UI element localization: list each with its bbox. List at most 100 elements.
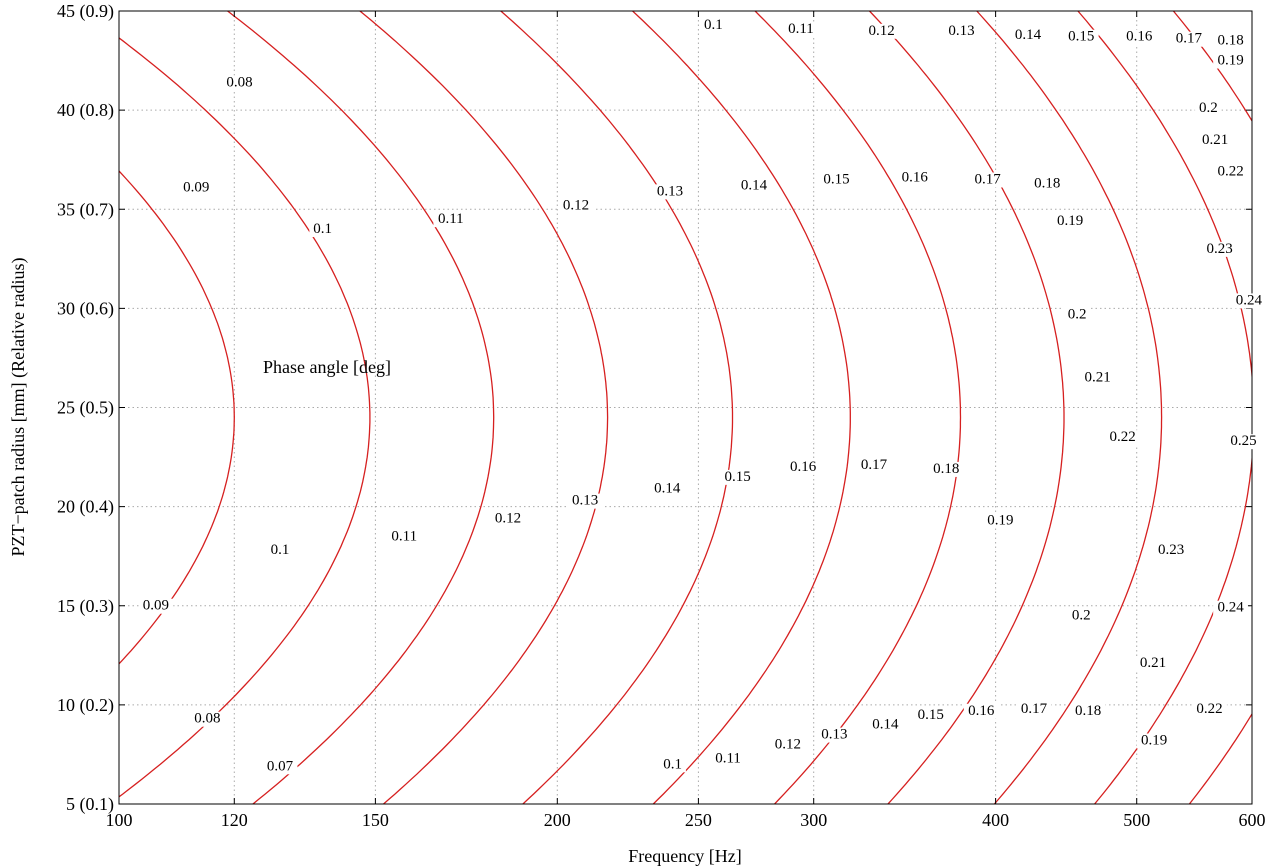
contour-label-bg [1231, 293, 1267, 309]
contour-label-bg [1192, 701, 1227, 717]
contour-label-bg [1016, 701, 1052, 717]
contour-label-bg [1029, 176, 1065, 192]
contour-label: 0.23 [1158, 542, 1184, 558]
x-axis-label: Frequency [Hz] [628, 846, 741, 866]
contour-label-bg [1063, 29, 1099, 45]
contour-label-bg [1195, 101, 1222, 117]
contour-line-0.11 [119, 37, 371, 798]
contour-label-bg [1070, 703, 1106, 719]
y-tick-label: 10 (0.2) [57, 695, 114, 716]
contour-label: 0.08 [226, 74, 252, 90]
contour-label-bg [1197, 132, 1233, 148]
contour-label: 0.22 [1196, 701, 1222, 717]
contour-label-bg [266, 543, 294, 559]
contour-label: 0.16 [968, 703, 995, 719]
contour-label-bg [928, 461, 964, 477]
contour-label-bg [864, 23, 899, 39]
contour-label-bg [700, 17, 727, 33]
contour-label-bg [178, 180, 214, 196]
y-tick-label: 45 (0.9) [57, 1, 114, 22]
contour-label: 0.1 [271, 542, 290, 558]
contour-label: 0.21 [1084, 370, 1110, 386]
contour-label-bg [856, 457, 892, 473]
contour-label: 0.1 [313, 221, 332, 237]
contour-label: 0.2 [1068, 306, 1087, 322]
y-tick-label: 20 (0.4) [57, 497, 114, 518]
contour-label: 0.13 [657, 183, 683, 199]
contour-label-bg [1136, 733, 1172, 749]
contour-label: 0.15 [725, 469, 751, 485]
contour-label: 0.18 [1217, 33, 1243, 49]
contour-label: 0.2 [1072, 608, 1091, 624]
contour-label: 0.09 [183, 179, 209, 195]
contour-label: 0.12 [868, 23, 894, 39]
contour-label-bg [1105, 430, 1141, 446]
contour-label-bg [770, 737, 806, 753]
contour-label-bg [138, 598, 174, 614]
contour-label: 0.1 [704, 17, 723, 33]
contour-line-0.13 [358, 11, 609, 804]
contour-label-bg [867, 717, 903, 733]
contour-label: 0.12 [495, 510, 521, 526]
y-tick-label: 35 (0.7) [57, 199, 114, 220]
contour-label: 0.16 [902, 169, 929, 185]
contour-label-bg [1213, 33, 1248, 49]
contour-labels: 0.07 0.08 0.09 0.1 0.11 0.12 0.13 0.14 0.15 0.16 0… [138, 17, 1267, 775]
contour-label-bg [785, 459, 821, 475]
contour-label: 0.11 [788, 21, 814, 37]
x-tick-label: 500 [1123, 810, 1150, 830]
contour-label-bg [1213, 164, 1248, 180]
y-tick-label: 30 (0.6) [57, 298, 114, 319]
contour-line-0.15 [631, 11, 851, 804]
contour-label-bg [819, 172, 854, 188]
axis-ticks: 100 120 150 200 250 300 400 500 600 5 (0.1) 10 (0.… [57, 1, 1266, 830]
contour-label: 0.16 [1126, 29, 1153, 45]
contour-label-bg [309, 222, 336, 238]
contour-label: 0.24 [1217, 600, 1244, 616]
contour-line-0.19 [1077, 11, 1252, 804]
contour-label: 0.17 [1021, 701, 1048, 717]
contour-label: 0.12 [775, 736, 801, 752]
contour-label: 0.17 [1176, 31, 1203, 47]
contour-line-0.14 [499, 11, 734, 804]
contour-label: 0.08 [194, 711, 220, 727]
contour-label: 0.17 [975, 171, 1002, 187]
contour-label-bg [944, 23, 979, 39]
contour-label-bg [1153, 543, 1189, 559]
contour-label: 0.21 [1202, 132, 1228, 148]
contour-label-bg [1052, 214, 1088, 230]
contour-label-bg [1010, 27, 1046, 43]
y-tick-label: 5 (0.1) [66, 794, 114, 815]
phase-angle-annotation: Phase angle [deg] [263, 357, 391, 377]
y-tick-label: 25 (0.5) [57, 398, 114, 419]
contour-label-bg [982, 513, 1018, 529]
contour-label: 0.15 [823, 171, 849, 187]
x-tick-label: 120 [221, 810, 248, 830]
contour-label: 0.14 [654, 481, 681, 497]
contour-label-bg [659, 757, 686, 773]
contour-label: 0.15 [1068, 29, 1094, 45]
contour-label: 0.14 [741, 177, 768, 193]
contour-label-bg [1067, 608, 1095, 624]
contour-label-bg [897, 170, 933, 186]
contour-label: 0.18 [933, 461, 959, 477]
contour-label-bg [783, 21, 819, 37]
y-tick-label: 15 (0.3) [57, 596, 114, 617]
contour-label: 0.09 [143, 598, 169, 614]
contour-line-0.1 [119, 170, 235, 665]
contour-label: 0.17 [861, 457, 888, 473]
contour-label: 0.25 [1230, 433, 1256, 449]
contour-label-bg [558, 198, 594, 214]
contour-label-bg [1171, 31, 1207, 47]
contour-label: 0.16 [790, 459, 817, 475]
contour-label: 0.19 [1141, 733, 1167, 749]
contour-label: 0.15 [918, 707, 944, 723]
contour-label-bg [736, 178, 772, 194]
contour-label: 0.21 [1140, 655, 1166, 671]
contour-label: 0.19 [987, 512, 1013, 528]
contour-label: 0.13 [572, 493, 598, 509]
contour-line-0.18 [975, 11, 1163, 804]
y-axis-label: PZT−patch radius [mm] (Relative radius) [8, 257, 29, 556]
